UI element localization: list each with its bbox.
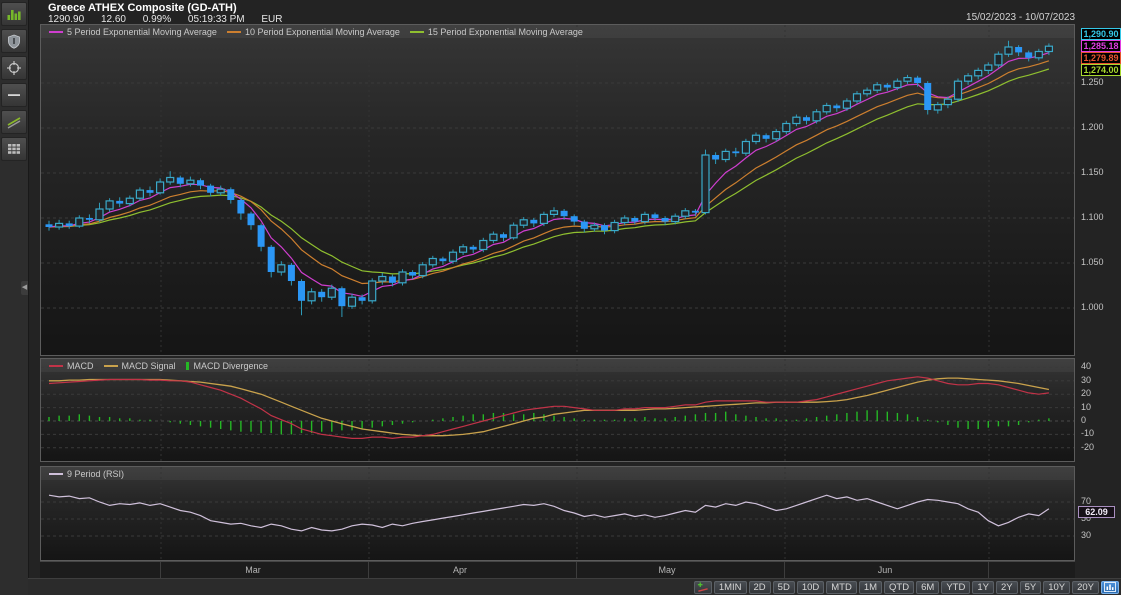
ema10-value-badge: 1,279.89 bbox=[1081, 52, 1121, 64]
ema5-legend-label: 5 Period Exponential Moving Average bbox=[67, 27, 217, 37]
interval-chart-button[interactable] bbox=[1101, 580, 1119, 594]
sidebar-collapse-handle[interactable]: ◀ bbox=[21, 281, 28, 295]
price-axis-label: 1.000 bbox=[1081, 302, 1104, 312]
quote-line: 1290.90 12.60 0.99% 05:19:33 PM EUR bbox=[48, 14, 297, 25]
price-axis-label: 1.150 bbox=[1081, 167, 1104, 177]
macd-axis-label: -20 bbox=[1081, 441, 1095, 452]
macd-axis-label: 20 bbox=[1081, 388, 1092, 399]
range-toolbar: 1MIN 2D 5D 10D MTD 1M QTD 6M YTD 1Y 2Y 5Y 10Y 20Y bbox=[28, 578, 1121, 595]
ema5-value-badge: 1,285.18 bbox=[1081, 40, 1121, 52]
rsi-axis-label: 30 bbox=[1081, 530, 1092, 540]
month-label-apr: Apr bbox=[452, 565, 468, 575]
plus-minus-scale-icon bbox=[697, 582, 708, 592]
price-axis-label: 1.100 bbox=[1081, 212, 1104, 222]
price-axis-label: 1.050 bbox=[1081, 257, 1104, 267]
month-separator bbox=[160, 562, 161, 579]
trendline-icon bbox=[7, 117, 21, 129]
shield-button[interactable] bbox=[1, 29, 27, 53]
range-button-5y[interactable]: 5Y bbox=[1019, 580, 1042, 594]
price-legend-band bbox=[41, 25, 1074, 38]
range-button-mtd[interactable]: MTD bbox=[826, 580, 857, 594]
price-legend: 5 Period Exponential Moving Average 10 P… bbox=[47, 26, 583, 38]
range-button-10y[interactable]: 10Y bbox=[1043, 580, 1071, 594]
trendline-button[interactable] bbox=[1, 110, 27, 134]
ema15-value-badge: 1,274.00 bbox=[1081, 64, 1121, 76]
macd-axis-label: 10 bbox=[1081, 401, 1092, 412]
range-button-1y[interactable]: 1Y bbox=[972, 580, 994, 594]
bar-chart-icon bbox=[7, 10, 21, 20]
month-separator bbox=[988, 562, 989, 579]
range-button-10d[interactable]: 10D bbox=[796, 580, 825, 594]
histogram-interval-icon bbox=[1104, 582, 1116, 592]
ema5-legend-swatch bbox=[49, 31, 63, 33]
month-label-may: May bbox=[658, 565, 676, 575]
last-price: 1290.90 bbox=[48, 14, 85, 25]
range-button-5d[interactable]: 5D bbox=[772, 580, 795, 594]
range-button-2y[interactable]: 2Y bbox=[995, 580, 1018, 594]
drawing-toolbar bbox=[0, 0, 29, 595]
price-chart-panel[interactable]: 5 Period Exponential Moving Average 10 P… bbox=[40, 24, 1075, 356]
grid-button[interactable] bbox=[1, 137, 27, 161]
macd-axis-label: -10 bbox=[1081, 428, 1095, 439]
quote-time: 05:19:33 PM bbox=[187, 14, 245, 25]
macd-legend-band bbox=[41, 359, 1074, 372]
currency-label: EUR bbox=[261, 14, 283, 25]
range-button-2d[interactable]: 2D bbox=[748, 580, 771, 594]
range-button-20y[interactable]: 20Y bbox=[1072, 580, 1099, 594]
grid-icon bbox=[8, 144, 20, 154]
range-button-6m[interactable]: 6M bbox=[916, 580, 940, 594]
macd-panel[interactable]: MACD MACD Signal MACD Divergence bbox=[40, 358, 1075, 462]
range-button-ytd[interactable]: YTD bbox=[941, 580, 971, 594]
ema15-legend-label: 15 Period Exponential Moving Average bbox=[427, 27, 583, 37]
range-button-1m[interactable]: 1M bbox=[858, 580, 883, 594]
last-price-badge: 1,290.90 bbox=[1081, 28, 1121, 40]
price-axis-label: 1.250 bbox=[1081, 77, 1104, 87]
macd-legend-label: MACD bbox=[67, 361, 94, 371]
date-range-label: 15/02/2023 - 10/07/2023 bbox=[966, 12, 1075, 23]
ema15-legend-swatch bbox=[409, 31, 424, 33]
macd-legend: MACD MACD Signal MACD Divergence bbox=[47, 360, 268, 372]
scale-adjust-button[interactable] bbox=[693, 580, 712, 594]
horizontal-line-icon bbox=[8, 94, 20, 96]
price-change: 12.60 bbox=[100, 14, 126, 25]
chart-type-button[interactable] bbox=[1, 2, 27, 26]
macd-divergence-legend-swatch bbox=[185, 362, 189, 370]
range-button-1min[interactable]: 1MIN bbox=[713, 580, 747, 594]
rsi-panel[interactable]: 9 Period (RSI) bbox=[40, 466, 1075, 561]
symbol-title: Greece ATHEX Composite (GD-ATH) bbox=[48, 2, 237, 14]
shield-icon bbox=[8, 34, 20, 49]
crosshair-button[interactable] bbox=[1, 56, 27, 80]
time-axis: Mar Apr May Jun bbox=[40, 561, 1075, 579]
horizontal-line-button[interactable] bbox=[1, 83, 27, 107]
rsi-legend-swatch bbox=[49, 473, 63, 475]
ema10-legend-swatch bbox=[226, 31, 241, 33]
rsi-legend-band bbox=[41, 467, 1074, 480]
rsi-legend-label: 9 Period (RSI) bbox=[67, 469, 125, 479]
macd-signal-legend-label: MACD Signal bbox=[121, 361, 176, 371]
rsi-axis-label: 70 bbox=[1081, 496, 1092, 506]
macd-legend-swatch bbox=[49, 365, 63, 367]
price-axis-label: 1.200 bbox=[1081, 122, 1104, 132]
macd-axis-label: 30 bbox=[1081, 374, 1092, 385]
month-separator bbox=[784, 562, 785, 579]
price-change-pct: 0.99% bbox=[142, 14, 172, 25]
rsi-axis-label: 50 bbox=[1081, 513, 1092, 523]
macd-divergence-legend-label: MACD Divergence bbox=[193, 361, 269, 371]
month-label-mar: Mar bbox=[245, 565, 261, 575]
macd-axis-label: 40 bbox=[1081, 361, 1092, 372]
range-button-qtd[interactable]: QTD bbox=[884, 580, 915, 594]
month-separator bbox=[576, 562, 577, 579]
ema10-legend-label: 10 Period Exponential Moving Average bbox=[244, 27, 400, 37]
macd-axis-label: 0 bbox=[1081, 415, 1087, 425]
month-separator bbox=[368, 562, 369, 579]
crosshair-icon bbox=[7, 61, 21, 75]
month-label-jun: Jun bbox=[877, 565, 893, 575]
macd-signal-legend-swatch bbox=[103, 365, 118, 367]
rsi-value-badge: 62.09 bbox=[1078, 506, 1115, 518]
rsi-legend: 9 Period (RSI) bbox=[47, 468, 124, 480]
